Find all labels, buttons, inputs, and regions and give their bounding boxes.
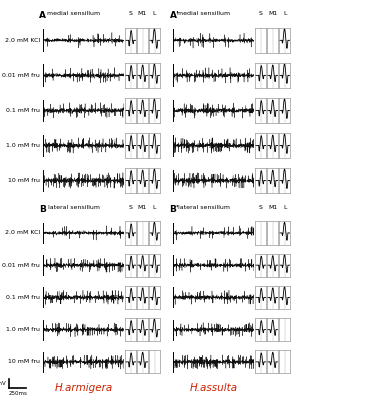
Text: L: L bbox=[283, 11, 286, 16]
Text: S: S bbox=[129, 205, 132, 210]
Text: 0.01 mM fru: 0.01 mM fru bbox=[2, 73, 40, 78]
Text: lateral sensillum: lateral sensillum bbox=[178, 205, 230, 210]
Text: M1: M1 bbox=[138, 205, 147, 210]
Text: A: A bbox=[39, 11, 46, 20]
Text: 2.0 mM KCl: 2.0 mM KCl bbox=[5, 38, 40, 43]
Text: S: S bbox=[129, 11, 132, 16]
Text: A': A' bbox=[170, 11, 179, 20]
Text: 0.1 mM fru: 0.1 mM fru bbox=[6, 108, 40, 113]
Text: S: S bbox=[259, 11, 262, 16]
Text: M1: M1 bbox=[268, 205, 277, 210]
Text: 1.0 mM fru: 1.0 mM fru bbox=[6, 327, 40, 332]
Text: 0.01 mM fru: 0.01 mM fru bbox=[2, 263, 40, 268]
Text: 10 mM fru: 10 mM fru bbox=[8, 178, 40, 183]
Text: medial sensillum: medial sensillum bbox=[177, 11, 231, 16]
Text: 1.0 mM fru: 1.0 mM fru bbox=[6, 143, 40, 148]
Text: L: L bbox=[153, 205, 156, 210]
Text: S: S bbox=[259, 205, 262, 210]
Text: H.armigera: H.armigera bbox=[54, 383, 112, 393]
Text: B': B' bbox=[170, 205, 179, 214]
Text: 250ms: 250ms bbox=[8, 391, 27, 396]
Text: 2.0 mM KCl: 2.0 mM KCl bbox=[5, 230, 40, 236]
Text: H.assulta: H.assulta bbox=[189, 383, 238, 393]
Text: medial sensillum: medial sensillum bbox=[47, 11, 100, 16]
Text: 10 mM fru: 10 mM fru bbox=[8, 359, 40, 364]
Text: L: L bbox=[153, 11, 156, 16]
Text: L: L bbox=[283, 205, 286, 210]
Text: 2mV: 2mV bbox=[0, 381, 6, 386]
Text: lateral sensillum: lateral sensillum bbox=[48, 205, 100, 210]
Text: M1: M1 bbox=[268, 11, 277, 16]
Text: M1: M1 bbox=[138, 11, 147, 16]
Text: 0.1 mM fru: 0.1 mM fru bbox=[6, 295, 40, 300]
Text: B: B bbox=[39, 205, 46, 214]
